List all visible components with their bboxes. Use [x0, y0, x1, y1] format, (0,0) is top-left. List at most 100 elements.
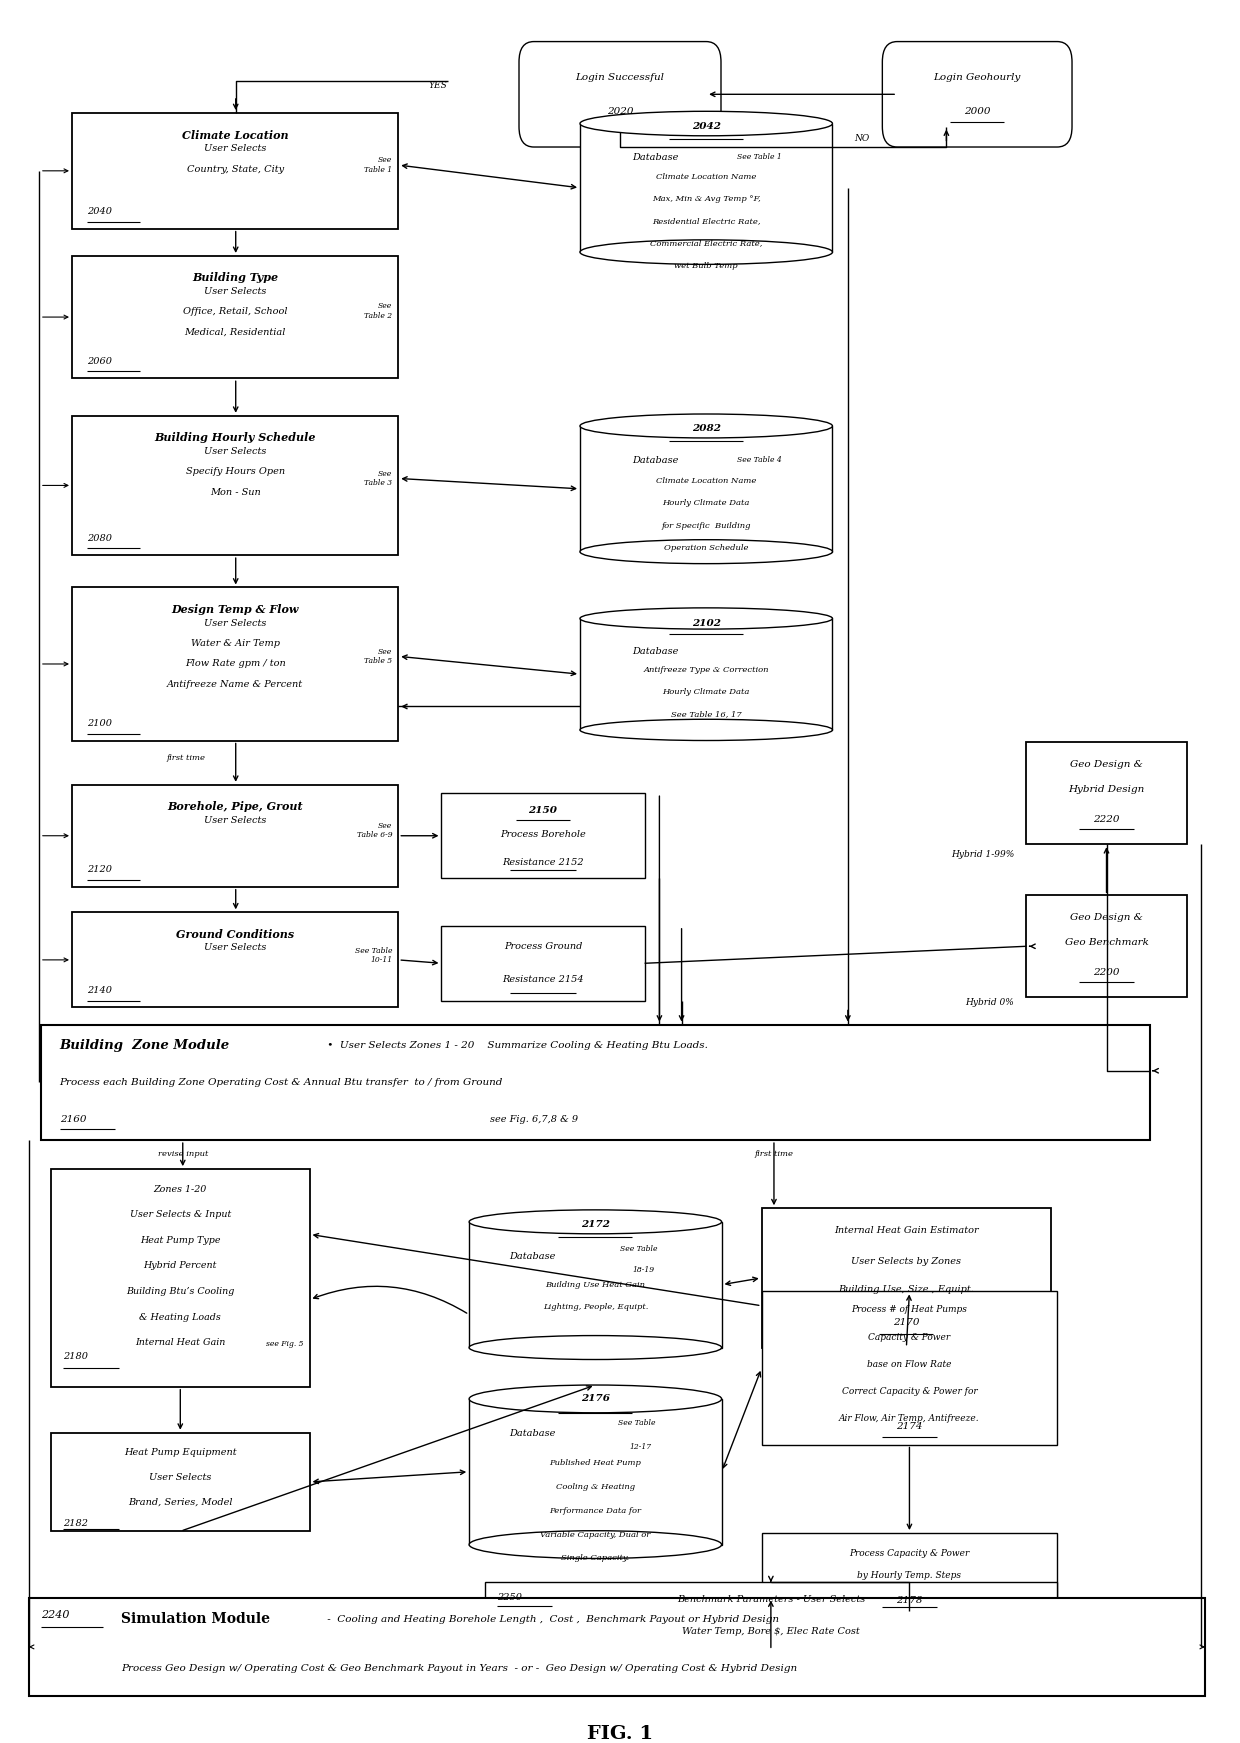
- Text: 2060: 2060: [87, 357, 112, 366]
- Text: Login Successful: Login Successful: [575, 73, 665, 82]
- Text: 2178: 2178: [897, 1597, 923, 1605]
- Bar: [761, 1292, 1058, 1445]
- Text: See Table 16, 17: See Table 16, 17: [671, 711, 742, 718]
- Text: Antifreeze Type & Correction: Antifreeze Type & Correction: [644, 666, 769, 675]
- Text: Capacity & Power: Capacity & Power: [868, 1333, 951, 1342]
- Text: See
Table 5: See Table 5: [365, 648, 392, 664]
- Text: User Selects: User Selects: [203, 943, 267, 952]
- Bar: [29, 1598, 1205, 1696]
- Text: User Selects: User Selects: [203, 619, 267, 627]
- Text: Process Capacity & Power: Process Capacity & Power: [849, 1550, 970, 1558]
- Text: Published Heat Pump: Published Heat Pump: [549, 1459, 641, 1468]
- Text: Internal Heat Gain: Internal Heat Gain: [135, 1339, 226, 1347]
- Text: 2080: 2080: [87, 533, 112, 542]
- Text: YES: YES: [429, 82, 448, 91]
- Text: Geo Benchmark: Geo Benchmark: [1065, 938, 1148, 946]
- Ellipse shape: [580, 241, 832, 265]
- Bar: [72, 784, 398, 887]
- Text: 2120: 2120: [87, 865, 112, 875]
- Bar: [1027, 743, 1187, 844]
- Text: Climate Location: Climate Location: [182, 129, 289, 141]
- Bar: [761, 1208, 1052, 1347]
- Text: Single Capacity.: Single Capacity.: [562, 1555, 630, 1562]
- Text: User Selects: User Selects: [203, 816, 267, 824]
- FancyBboxPatch shape: [520, 42, 720, 146]
- Text: User Selects: User Selects: [149, 1473, 212, 1482]
- Text: User Selects & Input: User Selects & Input: [130, 1210, 231, 1220]
- Text: Antifreeze Name & Percent: Antifreeze Name & Percent: [167, 680, 303, 688]
- Text: 2160: 2160: [60, 1116, 86, 1124]
- Text: 2082: 2082: [692, 425, 720, 434]
- Text: Resistance 2152: Resistance 2152: [502, 859, 584, 868]
- Text: Process # of Heat Pumps: Process # of Heat Pumps: [852, 1306, 967, 1314]
- Bar: [72, 587, 398, 741]
- Text: Commercial Electric Rate,: Commercial Electric Rate,: [650, 239, 763, 248]
- Text: See
Table 1: See Table 1: [365, 157, 392, 174]
- Text: Water & Air Temp: Water & Air Temp: [191, 640, 279, 648]
- Text: See Table: See Table: [618, 1419, 655, 1428]
- Text: Cooling & Heating: Cooling & Heating: [556, 1483, 635, 1490]
- Bar: [72, 912, 398, 1007]
- Text: Heat Pump Type: Heat Pump Type: [140, 1236, 221, 1245]
- Text: 2220: 2220: [1094, 816, 1120, 824]
- Bar: [580, 619, 832, 730]
- Text: Operation Schedule: Operation Schedule: [663, 544, 749, 553]
- Text: FIG. 1: FIG. 1: [587, 1726, 653, 1743]
- Text: Heat Pump Equipment: Heat Pump Equipment: [124, 1448, 237, 1457]
- Bar: [72, 256, 398, 378]
- Text: Hybrid 1-99%: Hybrid 1-99%: [951, 851, 1014, 859]
- Text: revise input: revise input: [157, 1150, 208, 1157]
- Text: -  Cooling and Heating Borehole Length ,  Cost ,  Benchmark Payout or Hybrid Des: - Cooling and Heating Borehole Length , …: [325, 1614, 780, 1624]
- Text: See Table 1: See Table 1: [737, 153, 781, 160]
- Text: 2240: 2240: [41, 1611, 69, 1621]
- Text: Geo Design &: Geo Design &: [1070, 913, 1143, 922]
- Text: Geo Design &: Geo Design &: [1070, 760, 1143, 769]
- Text: see Fig. 6,7,8 & 9: see Fig. 6,7,8 & 9: [490, 1116, 578, 1124]
- Text: Building Hourly Schedule: Building Hourly Schedule: [154, 432, 316, 443]
- Text: Variable Capacity, Dual or: Variable Capacity, Dual or: [541, 1530, 651, 1539]
- Text: & Heating Loads: & Heating Loads: [139, 1312, 221, 1321]
- Text: base on Flow Rate: base on Flow Rate: [867, 1360, 951, 1368]
- Text: Air Flow, Air Temp, Antifreeze.: Air Flow, Air Temp, Antifreeze.: [839, 1414, 980, 1424]
- Text: by Hourly Temp. Steps: by Hourly Temp. Steps: [857, 1570, 961, 1579]
- Text: Zones 1-20: Zones 1-20: [154, 1185, 207, 1194]
- Bar: [41, 1025, 1149, 1140]
- Text: Specify Hours Open: Specify Hours Open: [186, 467, 285, 476]
- Text: 2180: 2180: [63, 1351, 88, 1361]
- Text: Database: Database: [632, 647, 678, 655]
- Text: 2042: 2042: [692, 122, 720, 131]
- Text: 2100: 2100: [87, 720, 112, 729]
- Text: See Table: See Table: [620, 1245, 657, 1253]
- Text: 2174: 2174: [897, 1422, 923, 1431]
- Text: User Selects: User Selects: [203, 288, 267, 296]
- Text: User Selects by Zones: User Selects by Zones: [852, 1257, 961, 1265]
- Text: Hybrid Design: Hybrid Design: [1069, 784, 1145, 793]
- Text: Building Use Heat Gain: Building Use Heat Gain: [546, 1281, 645, 1288]
- Text: Correct Capacity & Power for: Correct Capacity & Power for: [842, 1387, 977, 1396]
- Text: Process Ground: Process Ground: [503, 943, 583, 952]
- Text: Resistance 2154: Resistance 2154: [502, 976, 584, 985]
- Text: Database: Database: [510, 1251, 556, 1260]
- Text: 2140: 2140: [87, 987, 112, 995]
- Ellipse shape: [580, 720, 832, 741]
- Text: Ground Conditions: Ground Conditions: [176, 929, 294, 939]
- Text: Climate Location Name: Climate Location Name: [656, 478, 756, 485]
- Text: Hybrid Percent: Hybrid Percent: [144, 1262, 217, 1271]
- Text: See
Table 2: See Table 2: [365, 302, 392, 319]
- Text: Performance Data for: Performance Data for: [549, 1506, 641, 1515]
- Bar: [469, 1222, 722, 1347]
- Text: first time: first time: [167, 753, 206, 762]
- Text: Process Geo Design w/ Operating Cost & Geo Benchmark Payout in Years  - or -  Ge: Process Geo Design w/ Operating Cost & G…: [122, 1665, 797, 1673]
- Text: Login Geohourly: Login Geohourly: [934, 73, 1021, 82]
- Text: 2170: 2170: [893, 1318, 920, 1326]
- Text: Database: Database: [632, 153, 678, 162]
- Text: 2102: 2102: [692, 619, 720, 627]
- Text: Hourly Climate Data: Hourly Climate Data: [662, 688, 750, 695]
- Text: User Selects: User Selects: [203, 145, 267, 153]
- Ellipse shape: [580, 540, 832, 563]
- Text: 2000: 2000: [963, 106, 991, 115]
- Bar: [51, 1433, 310, 1532]
- Text: 2040: 2040: [87, 207, 112, 216]
- Text: Process each Building Zone Operating Cost & Annual Btu transfer  to / from Groun: Process each Building Zone Operating Cos…: [60, 1077, 503, 1088]
- Text: Country, State, City: Country, State, City: [186, 164, 284, 174]
